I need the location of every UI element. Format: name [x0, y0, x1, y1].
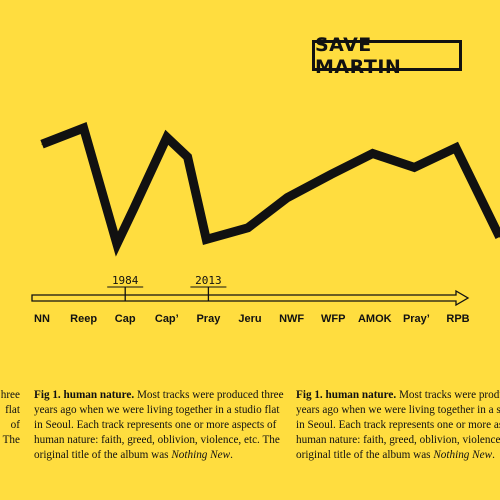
- caption-left-line: of: [10, 419, 20, 431]
- caption-text: .: [492, 449, 495, 461]
- caption-text: years ago when we were living together i…: [296, 404, 500, 416]
- timeline-axis: 1984 2013: [31, 274, 470, 307]
- category-tick-label: Pray’: [403, 313, 430, 325]
- figure-caption: Fig 1. human nature. Most tracks were pr…: [34, 388, 284, 463]
- data-point: [166, 136, 168, 138]
- data-point: [286, 197, 288, 199]
- data-point: [187, 156, 189, 158]
- data-point: [205, 238, 207, 240]
- category-tick-label: Cap’: [155, 313, 179, 325]
- timeline-arrow: [31, 289, 470, 307]
- category-tick-label: NWF: [279, 313, 304, 325]
- caption-left-line: flat: [5, 404, 20, 416]
- category-tick-label: NN: [34, 313, 50, 325]
- category-tick-label: Reep: [70, 313, 97, 325]
- caption-text: Most tracks were produced three: [134, 389, 284, 401]
- caption-text: in Seoul. Each track represents one or m…: [296, 419, 500, 431]
- caption-text: in Seoul. Each track represents one or m…: [34, 419, 277, 431]
- line-chart: 1984 2013 NN Reep Cap Cap’ Pray Jeru NWF WFP AMOK…: [31, 122, 500, 325]
- caption-left-line: hree: [0, 389, 20, 401]
- data-point: [247, 227, 249, 229]
- category-tick-label: Pray: [196, 313, 221, 325]
- caption-text: .: [230, 449, 233, 461]
- category-tick-label: WFP: [321, 313, 345, 325]
- category-ticks: NN Reep Cap Cap’ Pray Jeru NWF WFP AMOK Pray’ RPB: [34, 313, 470, 325]
- category-tick-label: AMOK: [358, 313, 392, 325]
- year-label: 1984: [112, 274, 139, 287]
- caption-text: years ago when we were living together i…: [34, 404, 280, 416]
- caption-text: original title of the album was: [34, 449, 172, 461]
- caption-text: original title of the album was: [296, 449, 434, 461]
- album-title: Nothing New: [171, 449, 231, 461]
- category-tick-label: Jeru: [238, 313, 261, 325]
- year-label: 2013: [195, 274, 222, 287]
- series-line: [40, 122, 500, 257]
- data-point: [455, 147, 457, 149]
- album-title: Nothing New: [433, 449, 493, 461]
- caption-label: Fig 1. human nature.: [34, 389, 135, 401]
- data-point: [330, 173, 332, 175]
- data-point: [413, 166, 415, 168]
- category-tick-label: Cap: [115, 313, 136, 325]
- caption-label: Fig 1. human nature.: [296, 389, 397, 401]
- data-point: [41, 143, 43, 145]
- category-tick-label: RPB: [446, 313, 469, 325]
- data-point: [83, 127, 85, 129]
- caption-text: human nature: faith, greed, oblivion, vi…: [296, 434, 500, 446]
- caption-left-fragment: hree flat of The: [0, 388, 20, 448]
- series-layer: [40, 122, 500, 257]
- caption-text: human nature: faith, greed, oblivion, vi…: [34, 434, 280, 446]
- caption-left-line: The: [2, 434, 20, 446]
- data-point: [372, 153, 374, 155]
- data-point: [116, 243, 118, 245]
- data-point: [133, 208, 135, 210]
- caption-text: Most tracks were produced three: [398, 389, 500, 401]
- figure-caption-repeat: Fig 1. human nature. Most tracks were pr…: [296, 388, 500, 463]
